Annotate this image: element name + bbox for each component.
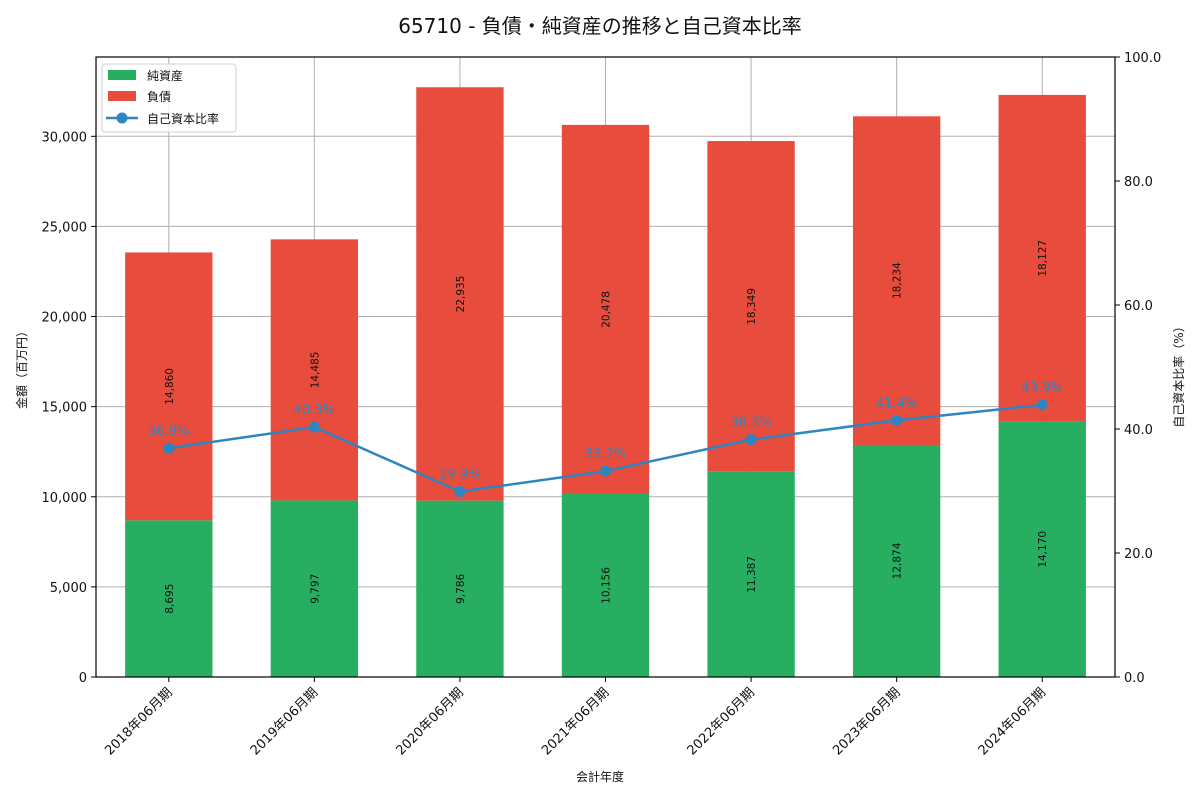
- y-tick-label-left: 30,000: [42, 130, 88, 145]
- bar-label-net-assets: 9,797: [309, 574, 321, 604]
- legend-label-net-assets: 純資産: [147, 68, 183, 83]
- bar-label-liabilities: 18,349: [746, 288, 758, 325]
- bar-net-assets: [125, 520, 213, 677]
- ratio-marker: [745, 434, 757, 446]
- ratio-marker: [163, 442, 175, 454]
- y-tick-label-right: 20.0: [1124, 547, 1153, 562]
- bar-liabilities: [125, 252, 213, 521]
- y-tick-label-right: 40.0: [1124, 423, 1153, 438]
- bar-label-liabilities: 18,127: [1037, 240, 1049, 277]
- ratio-label: 29.9%: [439, 468, 480, 483]
- ratio-label: 41.4%: [876, 396, 917, 411]
- bar-label-net-assets: 14,170: [1037, 531, 1049, 568]
- y-tick-label-left: 15,000: [42, 401, 88, 416]
- bar-net-assets: [707, 471, 795, 677]
- bar-label-net-assets: 8,695: [164, 584, 176, 614]
- ratio-label: 40.3%: [294, 403, 335, 418]
- y-axis-label-left: 金額（百万円）: [14, 325, 29, 409]
- y-axis-label-right: 自己資本比率（%）: [1171, 320, 1186, 427]
- bar-liabilities: [561, 124, 650, 494]
- x-tick-label: 2018年06月期: [102, 685, 175, 758]
- bar-net-assets: [270, 500, 359, 677]
- bar-label-net-assets: 9,786: [455, 573, 467, 603]
- y-tick-label-left: 5,000: [50, 581, 87, 596]
- bar-liabilities: [852, 116, 941, 445]
- ratio-marker: [891, 414, 903, 426]
- legend-label-liabilities: 負債: [147, 89, 171, 104]
- legend-label-ratio: 自己資本比率: [147, 111, 219, 126]
- chart-title: 65710 - 負債・純資産の推移と自己資本比率: [398, 14, 802, 38]
- bar-net-assets: [416, 500, 504, 677]
- x-tick-label: 2024年06月期: [976, 685, 1049, 758]
- bar-label-net-assets: 10,156: [601, 567, 613, 604]
- x-tick-label: 2019年06月期: [248, 685, 321, 758]
- y-tick-label-right: 60.0: [1124, 299, 1153, 314]
- bar-label-liabilities: 14,485: [309, 352, 321, 389]
- bar-label-net-assets: 12,874: [892, 542, 904, 579]
- x-tick-label: 2023年06月期: [830, 685, 903, 758]
- ratio-label: 36.9%: [148, 424, 189, 439]
- bar-series: 8,695 14,860 9,797 14,485 9,786 22,935 10,156 2…: [125, 87, 1086, 677]
- y-tick-label-left: 10,000: [42, 491, 88, 506]
- legend-swatch-net-assets: [108, 70, 136, 80]
- bar-liabilities: [416, 87, 504, 501]
- ratio-marker: [1036, 399, 1048, 411]
- ratio-label: 33.2%: [585, 447, 626, 462]
- legend-swatch-ratio-marker: [116, 112, 128, 124]
- x-axis-label: 会計年度: [576, 769, 624, 784]
- legend-box: [101, 63, 237, 133]
- x-tick-label: 2022年06月期: [685, 685, 758, 758]
- ratio-label: 43.9%: [1022, 381, 1063, 396]
- ratio-marker: [600, 465, 611, 477]
- line-series: 36.9% 40.3% 29.9% 33.2% 38.3% 41.4% 43.9%: [148, 381, 1063, 498]
- bar-net-assets: [561, 493, 650, 677]
- bar-net-assets: [852, 444, 941, 677]
- bar-label-liabilities: 20,478: [601, 291, 613, 328]
- y-tick-label-right: 0.0: [1124, 671, 1145, 686]
- ratio-marker: [454, 486, 466, 498]
- bar-liabilities: [998, 94, 1086, 422]
- bar-label-liabilities: 18,234: [892, 262, 904, 299]
- bar-label-net-assets: 11,387: [746, 556, 758, 593]
- y-tick-label-left: 20,000: [42, 311, 88, 326]
- bar-liabilities: [270, 239, 359, 501]
- bar-net-assets: [998, 421, 1086, 677]
- ratio-label: 38.3%: [730, 416, 771, 431]
- x-tick-label: 2020年06月期: [393, 685, 466, 758]
- y-tick-label-left: 25,000: [42, 220, 88, 235]
- y-tick-label-right: 80.0: [1124, 175, 1153, 190]
- bar-label-liabilities: 22,935: [455, 276, 467, 313]
- bar-label-liabilities: 14,860: [164, 368, 176, 405]
- y-tick-label-left: 0: [79, 671, 87, 686]
- bar-liabilities: [707, 141, 795, 472]
- y-tick-label-right: 100.0: [1124, 51, 1161, 66]
- x-tick-label: 2021年06月期: [539, 685, 612, 758]
- ratio-marker: [308, 421, 320, 433]
- legend-swatch-liabilities: [108, 91, 136, 101]
